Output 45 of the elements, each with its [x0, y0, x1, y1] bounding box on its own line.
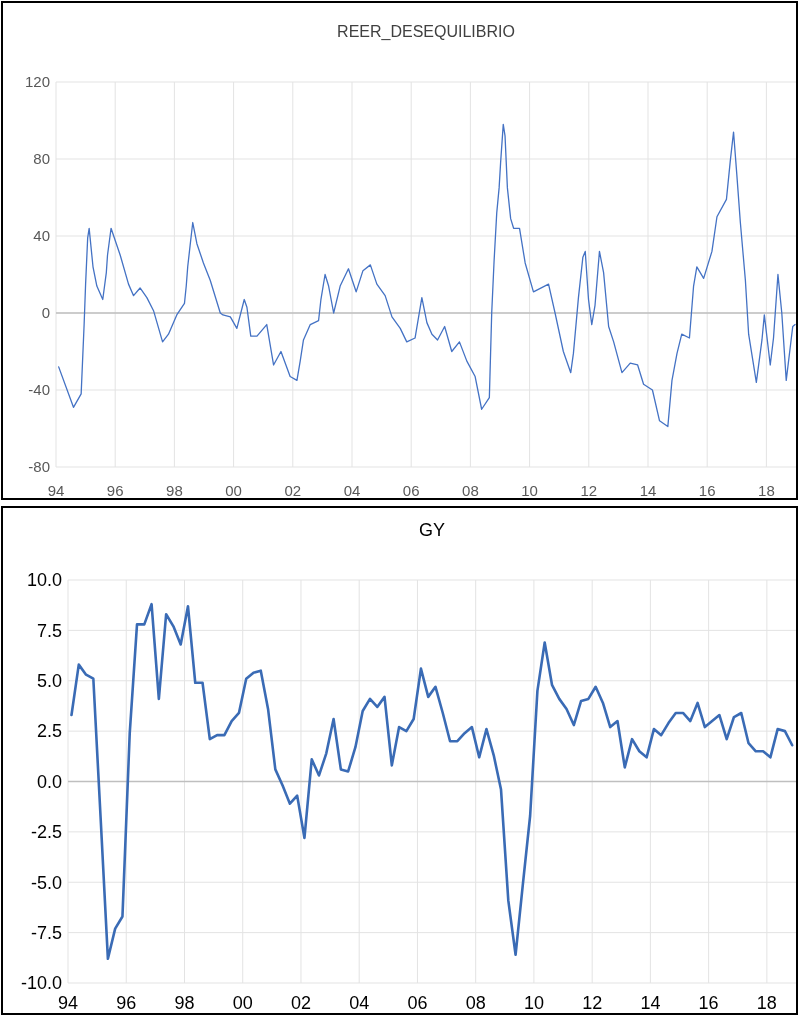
line-series [58, 123, 796, 428]
x-tick-label: 08 [465, 993, 486, 1013]
x-tick-label: 14 [640, 993, 661, 1013]
x-tick-label: 12 [580, 482, 598, 499]
x-tick-label: 10 [523, 993, 544, 1013]
x-tick-label: 04 [349, 993, 370, 1013]
x-tick-label: 02 [290, 993, 311, 1013]
x-tick-label: 98 [174, 993, 195, 1013]
x-tick-label: 94 [47, 482, 65, 499]
x-tick-label: 00 [225, 482, 242, 499]
x-tick-label: 02 [284, 482, 302, 499]
line-series [70, 602, 794, 961]
x-tick-label: 12 [582, 993, 603, 1013]
chart-title: REER_DESEQUILIBRIO [337, 23, 515, 41]
x-tick-label: 94 [57, 993, 79, 1013]
x-tick-label: 04 [343, 482, 361, 499]
y-tick-label: 40 [33, 227, 50, 245]
x-tick-label: 06 [407, 993, 428, 1013]
chart-title: GY [418, 520, 446, 540]
x-tick-label: 18 [756, 993, 777, 1013]
y-tick-label: 5.0 [36, 671, 62, 692]
x-tick-label: 00 [232, 993, 253, 1013]
x-tick-label: 98 [166, 482, 183, 499]
x-tick-label: 10 [521, 482, 538, 499]
y-tick-label: 7.5 [36, 620, 62, 641]
y-tick-label: -5.0 [30, 872, 62, 893]
x-tick-label: 06 [402, 482, 420, 499]
x-tick-label: 96 [116, 993, 137, 1013]
y-tick-label: 10.0 [26, 570, 62, 591]
y-tick-label: -2.5 [30, 822, 62, 843]
x-tick-label: 16 [698, 993, 719, 1013]
y-tick-label: 120 [24, 73, 50, 91]
x-tick-label: 08 [462, 482, 479, 499]
y-tick-label: 80 [33, 150, 50, 168]
y-tick-label: 2.5 [36, 721, 62, 742]
y-tick-label: -80 [28, 458, 50, 476]
x-tick-label: 16 [698, 482, 716, 499]
y-tick-label: -7.5 [30, 922, 62, 943]
y-tick-label: -40 [28, 381, 50, 399]
y-tick-label: 0 [41, 304, 50, 322]
y-tick-label: -10.0 [20, 973, 62, 994]
x-tick-label: 18 [758, 482, 775, 499]
y-tick-label: 0.0 [36, 771, 62, 792]
x-tick-label: 96 [106, 482, 124, 499]
x-tick-label: 14 [639, 482, 657, 499]
